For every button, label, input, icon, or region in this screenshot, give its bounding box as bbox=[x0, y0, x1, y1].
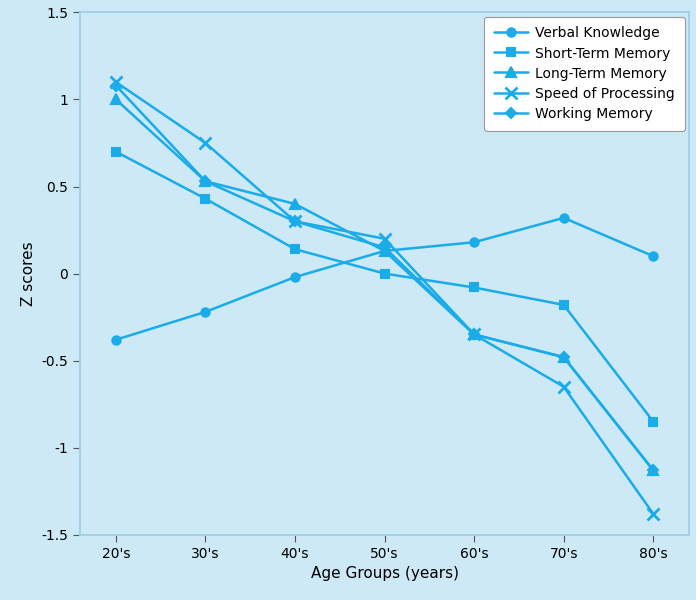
X-axis label: Age Groups (years): Age Groups (years) bbox=[310, 566, 459, 581]
Working Memory bbox=[560, 353, 568, 361]
Verbal Knowledge bbox=[470, 239, 478, 246]
Working Memory bbox=[649, 467, 658, 474]
Speed of Processing bbox=[291, 218, 299, 225]
Short-Term Memory bbox=[112, 148, 120, 155]
Long-Term Memory bbox=[112, 96, 120, 103]
Verbal Knowledge bbox=[291, 274, 299, 281]
Line: Short-Term Memory: Short-Term Memory bbox=[112, 148, 658, 426]
Short-Term Memory bbox=[560, 301, 568, 308]
Long-Term Memory bbox=[649, 467, 658, 474]
Verbal Knowledge bbox=[381, 247, 389, 254]
Line: Verbal Knowledge: Verbal Knowledge bbox=[112, 214, 658, 344]
Speed of Processing bbox=[649, 510, 658, 517]
Long-Term Memory bbox=[381, 247, 389, 254]
Short-Term Memory bbox=[649, 418, 658, 425]
Working Memory bbox=[112, 82, 120, 89]
Working Memory bbox=[381, 244, 389, 251]
Short-Term Memory bbox=[381, 270, 389, 277]
Verbal Knowledge bbox=[560, 214, 568, 221]
Speed of Processing bbox=[112, 79, 120, 86]
Working Memory bbox=[470, 331, 478, 338]
Long-Term Memory bbox=[560, 353, 568, 361]
Working Memory bbox=[291, 218, 299, 225]
Speed of Processing bbox=[381, 235, 389, 242]
Long-Term Memory bbox=[291, 200, 299, 208]
Line: Speed of Processing: Speed of Processing bbox=[111, 77, 659, 520]
Working Memory bbox=[201, 178, 209, 185]
Short-Term Memory bbox=[291, 245, 299, 253]
Legend: Verbal Knowledge, Short-Term Memory, Long-Term Memory, Speed of Processing, Work: Verbal Knowledge, Short-Term Memory, Lon… bbox=[484, 17, 685, 131]
Verbal Knowledge bbox=[112, 336, 120, 343]
Long-Term Memory bbox=[201, 178, 209, 185]
Speed of Processing bbox=[560, 383, 568, 391]
Speed of Processing bbox=[201, 139, 209, 146]
Line: Long-Term Memory: Long-Term Memory bbox=[111, 95, 658, 475]
Short-Term Memory bbox=[470, 284, 478, 291]
Verbal Knowledge bbox=[649, 253, 658, 260]
Verbal Knowledge bbox=[201, 308, 209, 316]
Long-Term Memory bbox=[470, 331, 478, 338]
Speed of Processing bbox=[470, 331, 478, 338]
Short-Term Memory bbox=[201, 195, 209, 202]
Line: Working Memory: Working Memory bbox=[113, 82, 657, 474]
Y-axis label: Z scores: Z scores bbox=[21, 241, 36, 306]
